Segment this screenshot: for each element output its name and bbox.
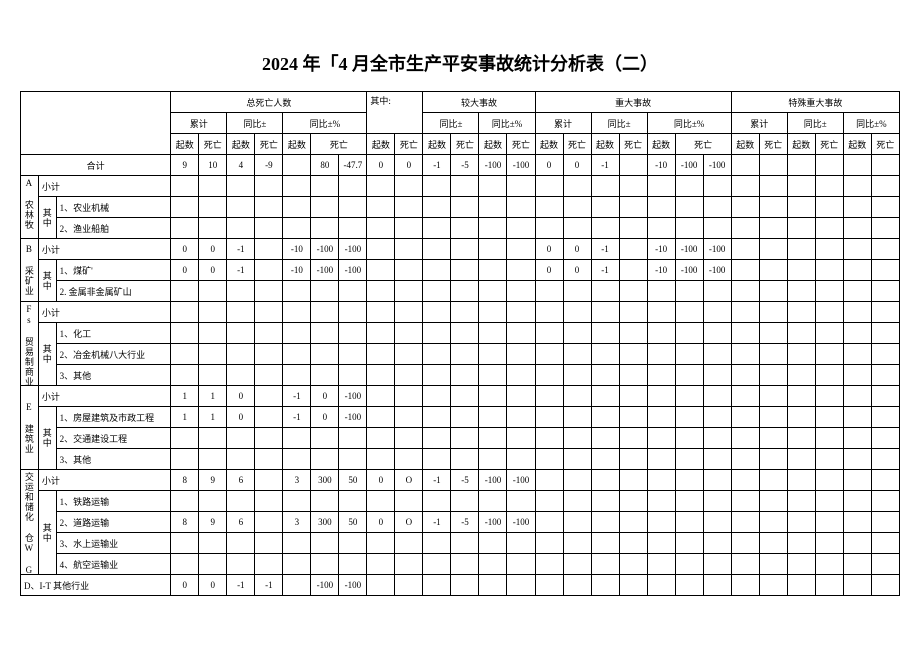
row-f-xj: Fs 贸易制商业 几 小计 (21, 302, 900, 323)
cat-a: A 农林牧 渔业 (21, 176, 39, 239)
row-e1: 其中 1、房屋建筑及市政工程 110-10-100 (21, 407, 900, 428)
row-e2: 2、交通建设工程 (21, 428, 900, 449)
row-e-xj: E 建筑业 小计 110-10-100 (21, 386, 900, 407)
row-b1: 其中 1、煤矿' 00-1-10-100-10000-1-10-100-100 (21, 260, 900, 281)
hdr-larger: 较大事故 (423, 92, 535, 113)
row-f2: 2、冶金机械八大行业 (21, 344, 900, 365)
row-g3: 3、水上运输业 (21, 533, 900, 554)
row-b-xj: B 采矿业 小计 00-1-10-100-10000-1-10-100-100 (21, 239, 900, 260)
row-e3: 3、其他 (21, 449, 900, 470)
hdr-pct: 同比±% (479, 113, 535, 134)
cat-d: D、I-T 其他行业 (21, 575, 171, 596)
hdr-cum: 累计 (535, 113, 591, 134)
row-total: 合计 9104-980-47.7 00-1-5-100-100 00-1-10-… (21, 155, 900, 176)
hdr-among: 其中: (367, 92, 423, 134)
row-a1: 其中 1、农业机械 (21, 197, 900, 218)
page-title: 2024 年「4 月全市生产平安事故统计分析表（二） (20, 50, 900, 76)
hdr-pct: 同比±% (647, 113, 731, 134)
hdr-pct: 同比±% (283, 113, 367, 134)
hdr-cum: 累计 (171, 113, 227, 134)
hdr-total-deaths: 总死亡人数 (171, 92, 367, 113)
row-g4: 4、航空运输业 (21, 554, 900, 575)
stats-table: 总死亡人数 其中: 较大事故 重大事故 特殊重大事故 累计 同比± 同比±% 同… (20, 91, 900, 596)
cat-b: B 采矿业 (21, 239, 39, 302)
row-f3: 3、其他 (21, 365, 900, 386)
header-row-1: 总死亡人数 其中: 较大事故 重大事故 特殊重大事故 (21, 92, 900, 113)
hdr-diff: 同比± (423, 113, 479, 134)
hdr-diff: 同比± (227, 113, 283, 134)
hdr-diff: 同比± (787, 113, 843, 134)
hdr-pct: 同比±% (843, 113, 899, 134)
row-f1: 其中 1、化工 (21, 323, 900, 344)
cat-g: 交运和储化 仓W G 通输 (21, 470, 39, 575)
hdr-special: 特殊重大事故 (731, 92, 899, 113)
row-d: D、I-T 其他行业 00-1-1-100-100 (21, 575, 900, 596)
hdr-major: 重大事故 (535, 92, 731, 113)
hdr-diff: 同比± (591, 113, 647, 134)
row-g2: 2、道路运输 8963300500O-1-5-100-100 (21, 512, 900, 533)
total-label: 合计 (21, 155, 171, 176)
row-a-xj: A 农林牧 渔业 小计 (21, 176, 900, 197)
cat-fs: Fs 贸易制商业 几 (21, 302, 39, 386)
row-g1: 其中 1、铁路运输 (21, 491, 900, 512)
row-g-xj: 交运和储化 仓W G 通输 小计 8963300500O-1-5-100-100 (21, 470, 900, 491)
row-b2: 2. 金属非金属矿山 (21, 281, 900, 302)
cat-e: E 建筑业 (21, 386, 39, 470)
row-a2: 2、渔业船舶 (21, 218, 900, 239)
hdr-cum: 累计 (731, 113, 787, 134)
